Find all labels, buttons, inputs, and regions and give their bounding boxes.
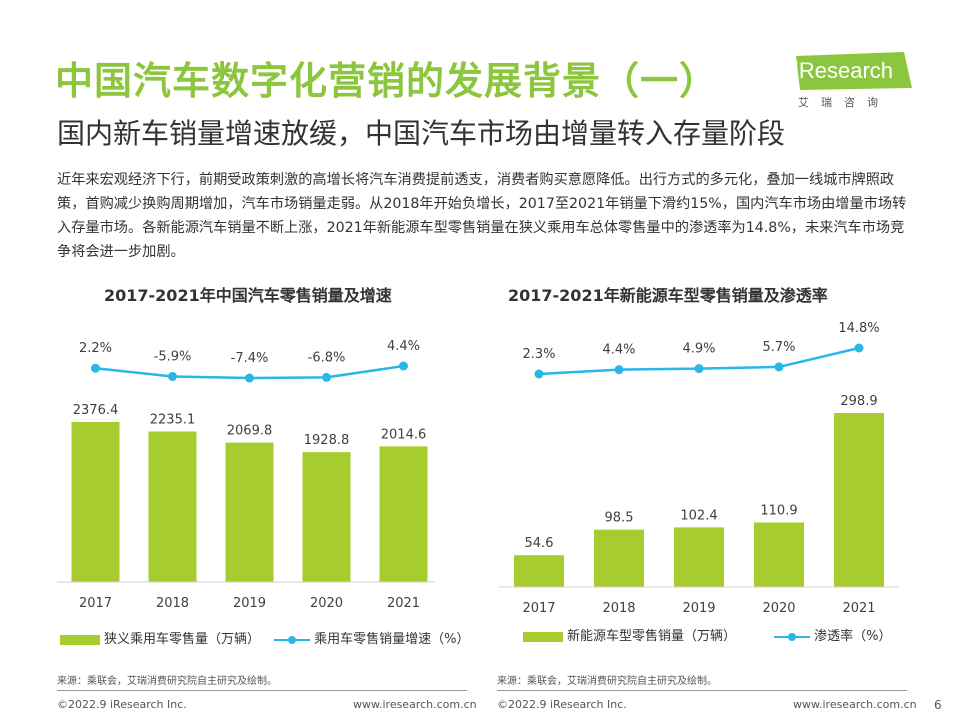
chart1-bar-value-label: 2069.8: [227, 424, 273, 439]
legend-bar-swatch: [60, 634, 100, 645]
chart2-legend: 新能源车型零售销量（万辆） 渗透率（%）: [523, 625, 892, 644]
chart2-line-point: [854, 343, 864, 353]
chart2-bar: [834, 413, 884, 587]
legend-line-swatch: [274, 635, 311, 645]
chart1-bar: [302, 452, 351, 582]
chart2-line-value-label: 4.4%: [602, 343, 635, 358]
legend-bar-swatch: [523, 631, 563, 642]
chart1-line-point: [168, 371, 177, 381]
footer-copyright-right: ©2022.9 iResearch Inc.: [497, 698, 627, 711]
chart1-legend-line-label: 乘用车零售销量增速（%）: [314, 632, 470, 647]
legend-line-swatch: [774, 632, 811, 642]
iresearch-logo: iResearch 艾瑞咨询: [794, 52, 914, 112]
chart2-bar-value-label: 98.5: [605, 511, 634, 526]
chart1-source: 来源：乘联会，艾瑞消费研究院自主研究及绘制。: [57, 676, 277, 687]
chart2-bar-value-label: 102.4: [680, 508, 717, 523]
chart1-legend: 狭义乘用车零售量（万辆） 乘用车零售销量增速（%）: [60, 628, 470, 647]
chart2-bar: [674, 527, 724, 587]
chart1-bar-value-label: 2235.1: [150, 413, 196, 428]
chart2-x-tick-label: 2019: [682, 601, 715, 616]
chart2-bar-value-label: 298.9: [840, 394, 877, 409]
chart2-plot: 54.6 2017 98.5 2018 102.4 2019 110.9 2020 298.9 2…: [499, 321, 899, 616]
footer-url-left: www.iresearch.com.cn: [353, 698, 477, 711]
page-title: 中国汽车数字化营销的发展背景（一）: [55, 59, 719, 103]
chart2-title: 2017-2021年新能源车型零售销量及渗透率: [508, 286, 828, 305]
chart2-bar: [594, 529, 644, 587]
chart1-x-tick-label: 2020: [310, 596, 343, 611]
chart2-legend-line-label: 渗透率（%）: [814, 629, 892, 644]
chart1-legend-bar-label: 狭义乘用车零售量（万辆）: [104, 632, 261, 647]
footer-copyright-left: ©2022.9 iResearch Inc.: [57, 698, 187, 711]
chart1-x-tick-label: 2017: [79, 596, 112, 611]
chart2-line-value-label: 2.3%: [522, 347, 555, 362]
chart1-bar: [148, 431, 197, 582]
chart2-bar-value-label: 110.9: [760, 503, 797, 518]
chart2-line-point: [614, 365, 624, 375]
chart2-bar: [514, 555, 564, 587]
chart1-bar-value-label: 2376.4: [73, 403, 119, 418]
chart1-line-value-label: 2.2%: [79, 341, 112, 356]
chart1-line-value-label: -7.4%: [231, 351, 269, 366]
chart1-bar: [379, 446, 428, 582]
chart1-line-point: [399, 361, 408, 371]
chart1-line-point: [245, 373, 254, 383]
chart1-line-point: [322, 372, 331, 382]
chart2-line-point: [534, 369, 544, 379]
chart1-x-tick-label: 2018: [156, 596, 189, 611]
chart1-x-tick-label: 2019: [233, 596, 266, 611]
chart2-x-tick-label: 2017: [522, 601, 555, 616]
intro-paragraph: 近年来宏观经济下行，前期受政策刺激的高增长将汽车消费提前透支，消费者购买意愿降低…: [57, 172, 907, 260]
chart2-x-tick-label: 2021: [842, 601, 875, 616]
chart1-bar: [225, 442, 274, 582]
chart2-line-point: [774, 362, 784, 372]
page-subtitle: 国内新车销量增速放缓，中国汽车市场由增量转入存量阶段: [57, 117, 786, 150]
chart2-line-value-label: 4.9%: [682, 342, 715, 357]
chart2-line-value-label: 5.7%: [762, 340, 795, 355]
chart1-line-value-label: 4.4%: [387, 339, 420, 354]
chart1-plot: 2376.4 2017 2235.1 2018 2069.8 2019 1928.8 2020…: [57, 339, 435, 611]
logo-subtitle: 艾瑞咨询: [798, 96, 890, 109]
footer-url-right: www.iresearch.com.cn: [793, 698, 917, 711]
chart2-legend-bar-label: 新能源车型零售销量（万辆）: [567, 629, 737, 644]
logo-wordmark: iResearch: [794, 58, 894, 83]
chart1-bar-value-label: 2014.6: [381, 427, 427, 442]
chart2-bar: [754, 522, 804, 587]
chart1-line-value-label: -6.8%: [308, 350, 346, 365]
page-number: 6: [934, 698, 942, 712]
footer-divider-left: [57, 690, 467, 691]
chart1-bar: [71, 422, 120, 582]
chart1-bar-value-label: 1928.8: [304, 433, 350, 448]
chart1-x-tick-label: 2021: [387, 596, 420, 611]
chart2-line-point: [694, 364, 704, 374]
chart1-line-value-label: -5.9%: [154, 349, 192, 364]
chart2-line-value-label: 14.8%: [838, 321, 879, 336]
chart1-line-point: [91, 363, 100, 373]
chart2-x-tick-label: 2018: [602, 601, 635, 616]
logo-shape: [796, 52, 912, 90]
chart2-x-tick-label: 2020: [762, 601, 795, 616]
footer-divider-right: [497, 690, 907, 691]
chart1-title: 2017-2021年中国汽车零售销量及增速: [104, 286, 392, 305]
chart2-bar-value-label: 54.6: [525, 536, 554, 551]
chart2-source: 来源：乘联会，艾瑞消费研究院自主研究及绘制。: [497, 676, 717, 687]
